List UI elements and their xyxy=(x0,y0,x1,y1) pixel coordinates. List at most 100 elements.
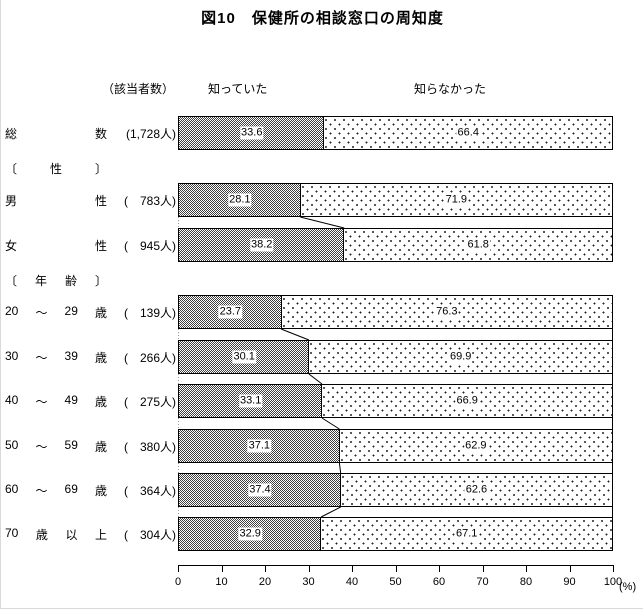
stacked-bar: 28.1 71.9 xyxy=(178,183,613,217)
respondent-count: (1,728人) xyxy=(125,127,176,141)
segment-knew xyxy=(179,341,310,373)
legend-did-not-know: 知らなかった xyxy=(414,82,487,96)
respondents-column-header: （該当者数） xyxy=(102,82,175,96)
x-axis-tick xyxy=(308,565,310,572)
x-axis-tick xyxy=(265,565,266,572)
value-label-knew: 33.6 xyxy=(240,126,264,140)
value-label-did-not-know: 69.9 xyxy=(448,350,473,364)
row-label-token: 69 xyxy=(64,482,78,496)
row-label-token: 〜 xyxy=(35,440,48,454)
value-label-knew: 30.1 xyxy=(232,350,256,364)
value-label-did-not-know: 66.9 xyxy=(455,394,479,408)
row-label-name: 男性 xyxy=(5,192,107,209)
x-axis-tick-label: 80 xyxy=(519,576,533,588)
value-label-knew: 37.4 xyxy=(248,483,272,497)
row-label-token: 49 xyxy=(64,393,78,407)
x-axis-tick xyxy=(482,565,484,572)
row-label-token: 〜 xyxy=(35,306,48,320)
row-label-token: 50 xyxy=(5,438,19,452)
stacked-bar: 33.1 66.9 xyxy=(178,384,613,418)
stacked-bar: 32.9 67.1 xyxy=(178,517,613,551)
row-label-token: 性 xyxy=(49,162,62,176)
row-label-token: 性 xyxy=(94,194,107,208)
row-label-token: 〔 xyxy=(5,274,18,288)
stacked-bar: 38.2 61.8 xyxy=(178,228,613,262)
segment-knew xyxy=(179,430,340,462)
stacked-bar: 30.1 69.9 xyxy=(178,340,613,374)
x-axis-tick-label: 10 xyxy=(215,576,228,588)
segment-knew xyxy=(179,518,322,550)
row-label-token: 〔 xyxy=(5,162,18,176)
row-label-token: 29 xyxy=(64,304,78,318)
row-label: 30 〜 39 歳 ( 266人) xyxy=(5,349,176,365)
row-label-token: 30 xyxy=(5,349,19,363)
x-axis-tick-label: 20 xyxy=(258,576,272,588)
value-label-did-not-know: 67.1 xyxy=(455,527,479,541)
value-label-knew: 38.2 xyxy=(249,238,274,252)
value-label-did-not-know: 71.9 xyxy=(444,193,469,207)
row-label-token: 59 xyxy=(64,438,78,452)
value-label-knew: 23.7 xyxy=(218,305,243,319)
x-axis-tick-label: 70 xyxy=(476,576,489,588)
row-label-token: 歳 xyxy=(94,351,107,365)
x-axis-tick-label: 30 xyxy=(302,576,315,588)
x-axis-tick-label: 0 xyxy=(174,576,182,588)
row-label-name: 女性 xyxy=(5,237,107,254)
row-label-token: 歳 xyxy=(35,528,48,542)
row-label-token: 上 xyxy=(94,528,107,542)
x-axis-tick xyxy=(178,565,179,572)
stacked-bar: 33.6 66.4 xyxy=(178,116,613,150)
row-label-token: 39 xyxy=(64,349,78,363)
row-label-token: 〜 xyxy=(35,351,48,365)
row-label-token: 総 xyxy=(5,127,18,141)
x-axis-tick xyxy=(221,565,223,572)
row-label-token: 年 xyxy=(34,274,47,288)
row-label-token: 歳 xyxy=(94,306,107,320)
x-axis-tick-label: 100 xyxy=(603,576,623,588)
row-label-token: 歳 xyxy=(94,440,107,454)
value-label-did-not-know: 66.4 xyxy=(456,126,480,140)
row-label-name: 70 歳 以 上 xyxy=(5,526,107,543)
value-label-did-not-know: 62.9 xyxy=(464,439,488,453)
row-label-name: 〔 年 齢 〕 xyxy=(5,272,107,289)
stacked-bar: 37.1 62.9 xyxy=(178,429,613,463)
legend-knew: 知っていた xyxy=(208,82,268,96)
x-axis-tick-label: 60 xyxy=(432,576,446,588)
respondent-count: ( 364人) xyxy=(123,484,176,498)
row-label: 総数 (1,728人) xyxy=(5,125,176,141)
value-label-did-not-know: 76.3 xyxy=(435,305,459,319)
x-axis-tick xyxy=(569,565,571,572)
stacked-bar: 23.7 76.3 xyxy=(178,295,613,329)
axis-unit-label: (%) xyxy=(619,581,637,593)
row-label-token: 20 xyxy=(5,304,19,318)
row-label: 女性( 945人) xyxy=(5,237,176,253)
row-label-name: 総数 xyxy=(5,125,107,142)
row-label-token: 歳 xyxy=(94,395,107,409)
segment-knew xyxy=(179,385,323,417)
row-label-token: 〜 xyxy=(35,484,48,498)
row-label-token: 性 xyxy=(94,239,107,253)
row-label-name: 〔 性 〕 xyxy=(5,160,107,177)
x-axis-tick xyxy=(526,565,527,572)
row-label-token: 〕 xyxy=(94,162,107,176)
x-axis-tick-label: 90 xyxy=(563,576,576,588)
row-label: 70 歳 以 上 ( 304人) xyxy=(5,526,176,542)
row-label: 60 〜 69 歳 ( 364人) xyxy=(5,482,176,498)
row-label-token: 女 xyxy=(5,239,18,253)
row-label: 男性( 783人) xyxy=(5,192,176,208)
row-label-name: 40 〜 49 歳 xyxy=(5,393,107,410)
chart-title: 図10 保健所の相談窓口の周知度 xyxy=(201,10,444,27)
segment-did-not-know xyxy=(344,229,612,261)
x-axis-tick xyxy=(613,565,614,572)
row-label-name: 20 〜 29 歳 xyxy=(5,304,107,321)
row-label-token: 〕 xyxy=(94,274,107,288)
x-axis-tick xyxy=(352,565,353,572)
value-label-knew: 28.1 xyxy=(228,193,252,207)
value-label-did-not-know: 61.8 xyxy=(466,238,490,252)
respondent-count: ( 945人) xyxy=(123,239,176,253)
row-label-token: 70 xyxy=(5,526,19,540)
row-label-name: 60 〜 69 歳 xyxy=(5,482,107,499)
value-label-knew: 37.1 xyxy=(247,439,272,453)
row-label: 40 〜 49 歳 ( 275人) xyxy=(5,393,176,409)
respondent-count: ( 139人) xyxy=(123,306,176,320)
